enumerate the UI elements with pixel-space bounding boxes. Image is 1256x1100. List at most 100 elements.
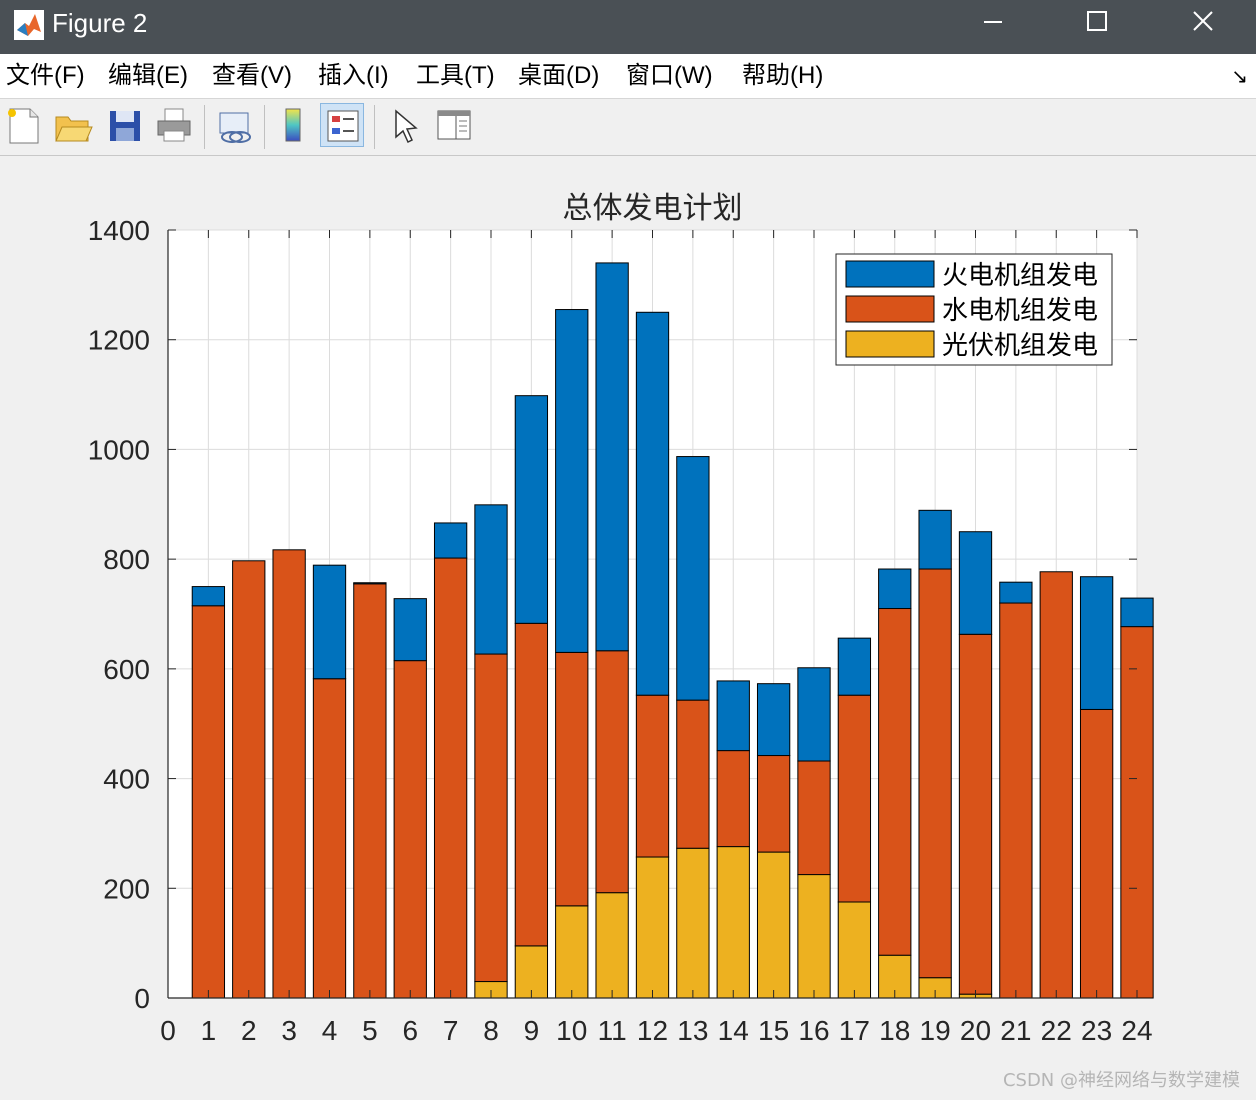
bar-segment xyxy=(1039,571,1073,999)
bar-segment xyxy=(514,945,549,999)
bar-segment xyxy=(353,583,387,999)
menu-desktop[interactable]: 桌面(D) xyxy=(518,62,600,89)
bar-segment xyxy=(716,846,750,999)
menu-view[interactable]: 查看(V) xyxy=(212,62,292,89)
figure-toolbar xyxy=(0,99,1256,156)
x-tick-label: 11 xyxy=(598,1015,627,1046)
bar-segment xyxy=(797,760,831,876)
bar-segment xyxy=(1079,708,1114,999)
x-tick-label: 24 xyxy=(1121,1015,1152,1046)
bar-segment xyxy=(474,653,508,983)
new-figure-icon[interactable] xyxy=(2,103,46,147)
legend-label: 光伏机组发电 xyxy=(942,331,1098,361)
bar-segment xyxy=(676,847,710,999)
bar-segment xyxy=(999,581,1033,604)
x-tick-label: 13 xyxy=(677,1015,708,1046)
menu-file[interactable]: 文件(F) xyxy=(6,62,85,89)
legend-swatch xyxy=(845,295,935,323)
toolbar-separator xyxy=(264,105,265,149)
tick-labels: 0 1 2 3 4 5 6 7 8 9 10 11 12 13 14 15 16 17 18 19 20 21 22 23 24… xyxy=(88,215,1153,1046)
bar-segment xyxy=(837,694,872,903)
menu-insert[interactable]: 插入(I) xyxy=(318,62,389,89)
y-tick-label: 200 xyxy=(103,873,150,904)
print-icon[interactable] xyxy=(152,103,196,147)
x-tick-label: 17 xyxy=(839,1015,870,1046)
x-tick-label: 5 xyxy=(362,1015,378,1046)
bar-segment xyxy=(958,531,993,635)
bar-segment xyxy=(716,750,750,848)
x-tick-label: 22 xyxy=(1041,1015,1072,1046)
stacked-bar-chart: 0 1 2 3 4 5 6 7 8 9 10 11 12 13 14 15 16 17 18 19 20 21 22 23 24… xyxy=(88,191,1154,1046)
toolbar-separator xyxy=(374,105,375,149)
menu-tools[interactable]: 工具(T) xyxy=(416,62,495,89)
pointer-icon[interactable] xyxy=(382,103,426,147)
bar-segment xyxy=(555,905,589,999)
bar-segment xyxy=(393,598,427,662)
x-tick-label: 14 xyxy=(718,1015,749,1046)
bar-segment xyxy=(756,755,791,853)
bar-segment xyxy=(312,678,347,999)
bar-segment xyxy=(595,650,629,894)
menu-bar: 文件(F) 编辑(E) 查看(V) 插入(I) 工具(T) 桌面(D) 窗口(W… xyxy=(0,54,1256,99)
bar-segment xyxy=(1120,597,1154,628)
x-tick-label: 10 xyxy=(556,1015,587,1046)
minimize-icon xyxy=(984,21,1002,23)
maximize-button[interactable] xyxy=(1050,0,1146,46)
x-tick-label: 19 xyxy=(920,1015,951,1046)
bar-segment xyxy=(272,549,306,999)
x-tick-label: 21 xyxy=(1000,1015,1031,1046)
close-icon xyxy=(1193,11,1213,31)
bar-segment xyxy=(1079,576,1114,710)
bar-segment xyxy=(595,892,629,999)
watermark-text: CSDN @神经网络与数学建模 xyxy=(1002,1070,1240,1091)
legend-icon[interactable] xyxy=(320,103,364,147)
dock-arrow-icon[interactable]: ↘ xyxy=(1231,64,1248,88)
bar-segment xyxy=(555,651,589,907)
y-tick-label: 1000 xyxy=(88,434,150,465)
bar-segment xyxy=(716,680,750,752)
bar-segment xyxy=(797,667,831,762)
x-tick-label: 18 xyxy=(879,1015,910,1046)
bar-segment xyxy=(756,851,791,999)
bar-segment xyxy=(1120,626,1154,999)
x-tick-label: 6 xyxy=(402,1015,418,1046)
legend-label: 火电机组发电 xyxy=(942,261,1098,291)
y-tick-label: 600 xyxy=(103,654,150,685)
bar-segment xyxy=(433,522,468,559)
bar-segment xyxy=(999,602,1033,999)
bar-segment xyxy=(555,309,589,653)
colorbar-icon[interactable] xyxy=(272,103,316,147)
close-button[interactable] xyxy=(1156,0,1252,46)
bar-segment xyxy=(918,568,952,979)
menu-window[interactable]: 窗口(W) xyxy=(626,62,713,89)
y-tick-label: 0 xyxy=(134,983,150,1014)
minimize-button[interactable] xyxy=(946,0,1042,46)
toolbar-separator xyxy=(204,105,205,149)
bar-segment xyxy=(191,605,226,999)
bar-segment xyxy=(514,622,549,947)
menu-edit[interactable]: 编辑(E) xyxy=(108,62,188,89)
bar-segment xyxy=(676,456,710,701)
x-tick-label: 1 xyxy=(201,1015,217,1046)
bar-segment xyxy=(474,504,508,655)
property-editor-icon[interactable] xyxy=(432,103,476,147)
y-tick-label: 1400 xyxy=(88,215,150,246)
bar-segment xyxy=(918,509,952,570)
menu-help[interactable]: 帮助(H) xyxy=(742,62,824,89)
x-tick-label: 7 xyxy=(443,1015,459,1046)
x-tick-label: 0 xyxy=(160,1015,176,1046)
legend-swatch xyxy=(845,330,935,358)
bar-segment xyxy=(312,564,347,680)
bar-segment xyxy=(635,856,670,999)
y-tick-label: 1200 xyxy=(88,325,150,356)
bar-segment xyxy=(958,633,993,995)
bar-series xyxy=(191,262,1154,999)
open-file-icon[interactable] xyxy=(50,103,94,147)
save-icon[interactable] xyxy=(102,103,146,147)
bar-segment xyxy=(635,694,670,858)
bar-segment xyxy=(837,901,872,999)
bar-segment xyxy=(191,586,226,607)
link-plot-icon[interactable] xyxy=(212,103,256,147)
window-titlebar: Figure 2 xyxy=(0,0,1256,54)
